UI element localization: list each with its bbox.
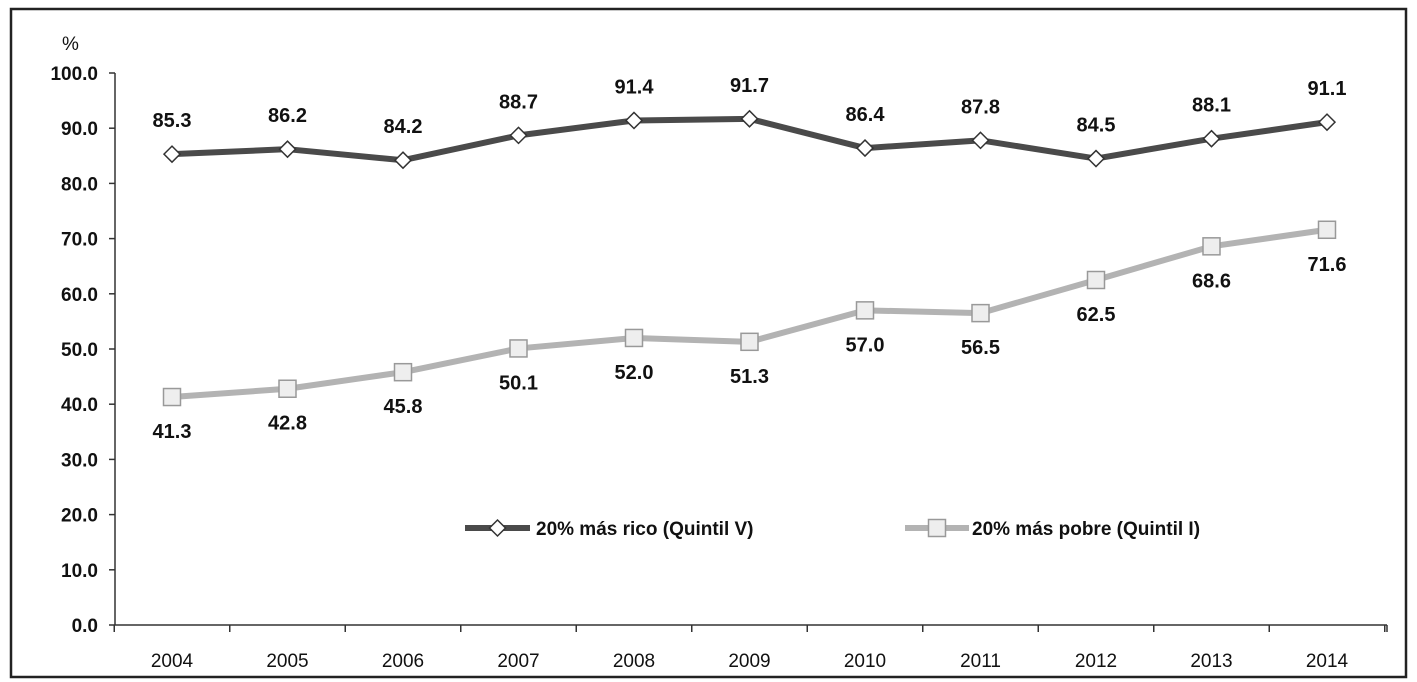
data-point-marker xyxy=(740,109,759,128)
data-point-marker xyxy=(393,151,413,170)
data-label: 87.8 xyxy=(961,96,1000,118)
x-tick-label: 2006 xyxy=(382,651,424,672)
legend-swatch-marker xyxy=(488,518,507,538)
legend-label: 20% más pobre (Quintil I) xyxy=(972,519,1200,540)
data-point-marker xyxy=(509,126,528,145)
data-point-marker xyxy=(1086,149,1106,168)
data-label: 86.4 xyxy=(846,104,886,126)
data-label: 50.1 xyxy=(499,372,538,394)
data-label: 62.5 xyxy=(1077,304,1116,326)
y-tick-label: 60.0 xyxy=(61,285,98,306)
x-tick-label: 2004 xyxy=(151,651,194,672)
data-point-marker xyxy=(971,131,990,150)
x-tick-label: 2005 xyxy=(266,651,308,672)
legend-item-2: 20% más pobre (Quintil I) xyxy=(905,518,1200,540)
data-point-marker xyxy=(162,387,182,407)
data-label: 88.7 xyxy=(499,91,538,113)
x-tick-label: 2009 xyxy=(728,651,770,672)
y-tick-label: 10.0 xyxy=(61,561,98,582)
data-point-marker xyxy=(1317,113,1337,132)
data-point-marker xyxy=(393,362,413,382)
data-point-marker xyxy=(624,111,644,130)
data-label: 52.0 xyxy=(615,362,654,384)
data-label: 91.4 xyxy=(615,76,655,98)
data-label: 88.1 xyxy=(1192,95,1231,117)
x-tick-label: 2010 xyxy=(844,651,886,672)
data-point-marker xyxy=(624,328,644,348)
legend-item-1: 20% más rico (Quintil V) xyxy=(465,518,754,540)
data-point-marker xyxy=(1202,237,1221,256)
x-tick-label: 2013 xyxy=(1190,651,1232,672)
x-tick-label: 2008 xyxy=(613,651,655,672)
data-label: 42.8 xyxy=(268,413,307,435)
data-point-marker xyxy=(855,301,875,320)
data-label: 51.3 xyxy=(730,366,769,388)
data-point-marker xyxy=(1202,129,1221,148)
series-1: 85.3 86.2 84.2 88.7 91.4 91.7 86.4 87.8 84.5 88.1… xyxy=(153,75,1347,170)
y-tick-label: 40.0 xyxy=(61,395,98,416)
series-2: 41.3 42.8 45.8 50.1 52.0 51.3 57.0 56.5 62.5 68.6… xyxy=(153,220,1347,443)
data-label: 84.2 xyxy=(384,116,423,138)
series-layer: 85.3 86.2 84.2 88.7 91.4 91.7 86.4 87.8 84.5 88.1… xyxy=(153,75,1347,443)
data-point-marker xyxy=(1317,220,1337,240)
data-point-marker xyxy=(1086,270,1106,290)
data-label: 68.6 xyxy=(1192,270,1231,292)
y-axis-unit-label: % xyxy=(62,34,79,55)
y-tick-label: 80.0 xyxy=(61,174,98,195)
axes: 0.0 10.0 20.0 30.0 40.0 50.0 60.0 70.0 80.0 90.0 1… xyxy=(50,64,1388,672)
legend-label: 20% más rico (Quintil V) xyxy=(536,519,754,540)
y-tick-label: 100.0 xyxy=(50,64,98,85)
data-point-marker xyxy=(740,332,759,352)
legend-swatch-marker xyxy=(927,518,947,538)
y-tick-label: 90.0 xyxy=(61,119,98,140)
x-tick-label: 2007 xyxy=(497,651,539,672)
y-tick-label: 30.0 xyxy=(61,450,98,471)
data-label: 85.3 xyxy=(153,110,192,132)
data-label: 91.1 xyxy=(1308,78,1347,100)
y-tick-label: 70.0 xyxy=(61,230,98,251)
data-point-marker xyxy=(971,303,990,323)
data-label: 71.6 xyxy=(1308,254,1347,276)
legend: 20% más rico (Quintil V) 20% más pobre (Q… xyxy=(465,518,1200,540)
data-label: 45.8 xyxy=(384,396,423,418)
data-point-marker xyxy=(509,339,528,358)
data-label: 84.5 xyxy=(1077,115,1116,137)
data-point-marker xyxy=(278,140,297,159)
data-label: 56.5 xyxy=(961,337,1000,359)
data-label: 91.7 xyxy=(730,75,769,97)
x-tick-label: 2011 xyxy=(960,651,1001,672)
y-tick-label: 50.0 xyxy=(61,340,98,361)
data-point-marker xyxy=(162,145,182,164)
x-tick-label: 2012 xyxy=(1075,651,1117,672)
data-point-marker xyxy=(278,379,297,398)
data-label: 86.2 xyxy=(268,105,307,127)
y-tick-label: 0.0 xyxy=(72,616,98,637)
data-label: 57.0 xyxy=(846,334,885,356)
y-tick-label: 20.0 xyxy=(61,506,98,527)
x-tick-label: 2014 xyxy=(1306,651,1349,672)
data-label: 41.3 xyxy=(153,421,192,443)
data-point-marker xyxy=(855,139,875,158)
